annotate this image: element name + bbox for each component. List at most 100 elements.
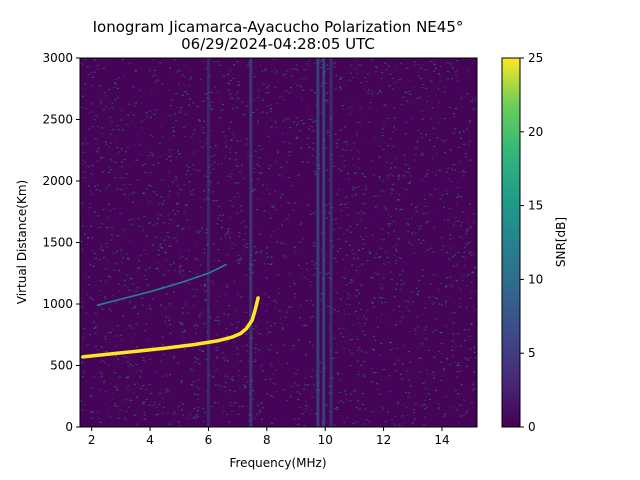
noise-cell — [454, 169, 456, 171]
noise-cell — [333, 66, 336, 68]
noise-cell — [115, 137, 118, 139]
noise-cell — [182, 414, 184, 416]
noise-cell — [314, 211, 317, 213]
noise-cell — [344, 97, 347, 99]
x-tick-label: 12 — [376, 433, 391, 447]
noise-cell — [253, 417, 256, 419]
noise-cell — [424, 394, 427, 396]
noise-cell — [258, 145, 261, 147]
noise-cell — [172, 220, 175, 222]
noise-cell — [161, 274, 164, 276]
noise-cell — [349, 282, 352, 284]
noise-cell — [156, 80, 158, 82]
noise-cell — [93, 376, 96, 378]
noise-cell — [157, 79, 160, 81]
noise-cell — [247, 64, 250, 66]
noise-cell — [118, 290, 121, 292]
noise-cell — [274, 161, 277, 163]
noise-cell — [378, 297, 381, 299]
noise-cell — [273, 322, 276, 324]
noise-cell — [370, 367, 373, 370]
noise-cell — [415, 141, 418, 143]
noise-cell — [214, 319, 217, 321]
noise-cell — [103, 109, 106, 111]
noise-cell — [94, 327, 97, 329]
noise-cell — [204, 93, 207, 95]
y-tick-label: 3000 — [42, 51, 73, 65]
noise-cell — [449, 238, 452, 240]
noise-cell — [404, 91, 407, 93]
noise-cell — [221, 109, 224, 111]
noise-cell — [159, 243, 162, 245]
interference-stripe — [329, 58, 333, 427]
noise-cell — [112, 129, 115, 131]
noise-cell — [156, 413, 159, 415]
noise-cell — [305, 404, 308, 406]
noise-cell — [345, 196, 348, 198]
noise-cell — [319, 272, 322, 274]
noise-cell — [398, 194, 401, 196]
noise-cell — [244, 375, 247, 378]
noise-cell — [122, 129, 124, 131]
noise-cell — [397, 359, 400, 361]
noise-cell — [135, 363, 137, 365]
noise-cell — [402, 422, 405, 424]
noise-cell — [391, 88, 394, 90]
y-tick-label: 2500 — [42, 113, 73, 127]
noise-cell — [328, 311, 331, 313]
noise-cell — [92, 174, 94, 176]
noise-cell — [86, 294, 89, 296]
noise-cell — [152, 404, 155, 407]
noise-cell — [81, 225, 84, 227]
noise-cell — [130, 399, 133, 401]
noise-cell — [293, 283, 296, 285]
noise-cell — [88, 284, 91, 286]
noise-cell — [261, 70, 264, 72]
noise-cell — [95, 345, 98, 347]
noise-cell — [81, 375, 84, 378]
noise-cell — [199, 126, 202, 128]
noise-cell — [256, 208, 258, 211]
noise-cell — [265, 87, 268, 89]
noise-cell — [444, 396, 447, 398]
noise-cell — [299, 304, 302, 306]
noise-cell — [102, 67, 105, 69]
noise-cell — [245, 143, 248, 145]
noise-cell — [183, 329, 186, 331]
noise-cell — [178, 257, 181, 259]
noise-cell — [80, 240, 83, 242]
noise-cell — [291, 348, 294, 350]
noise-cell — [408, 90, 411, 92]
noise-cell — [111, 107, 114, 109]
noise-cell — [261, 370, 264, 372]
noise-cell — [354, 194, 357, 196]
noise-cell — [402, 237, 404, 239]
noise-cell — [408, 379, 410, 381]
noise-cell — [301, 66, 304, 68]
noise-cell — [129, 359, 132, 361]
noise-cell — [120, 148, 123, 150]
interference-stripe — [316, 58, 320, 427]
noise-cell — [268, 349, 271, 351]
noise-cell — [157, 218, 159, 220]
noise-cell — [352, 77, 355, 79]
noise-cell — [428, 398, 431, 400]
noise-cell — [96, 151, 99, 153]
y-tick-label: 0 — [65, 420, 73, 434]
noise-cell — [83, 302, 86, 304]
noise-cell — [145, 278, 148, 281]
noise-cell — [260, 250, 263, 252]
noise-cell — [381, 180, 384, 182]
noise-cell — [275, 70, 278, 72]
noise-cell — [145, 253, 148, 255]
noise-cell — [90, 411, 93, 413]
noise-cell — [107, 204, 110, 206]
noise-cell — [190, 367, 193, 369]
noise-cell — [377, 388, 380, 390]
noise-cell — [132, 86, 135, 88]
noise-cell — [264, 379, 267, 381]
noise-cell — [456, 80, 459, 82]
noise-cell — [285, 161, 288, 163]
noise-cell — [236, 91, 239, 93]
noise-cell — [122, 300, 125, 302]
